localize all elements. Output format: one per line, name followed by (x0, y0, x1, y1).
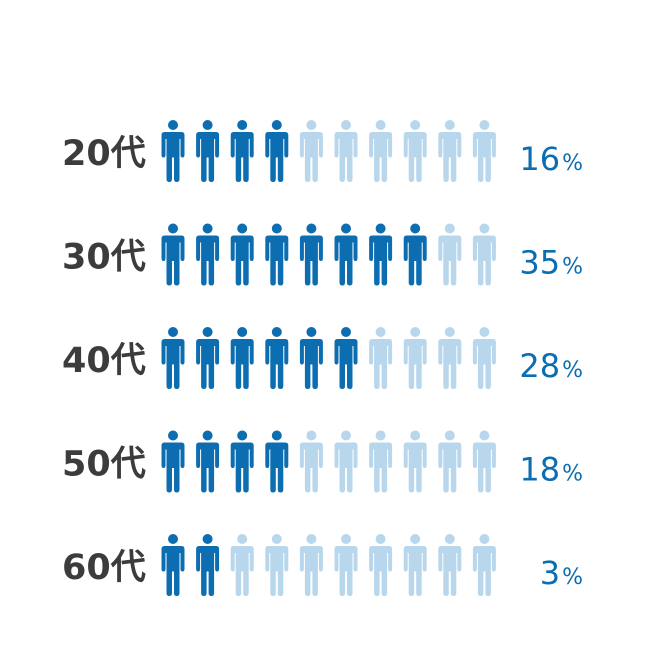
row-label: 20代 (62, 134, 146, 174)
person-icon-filled (161, 534, 185, 596)
person-icon-empty (369, 327, 393, 389)
person-icon-filled (161, 120, 185, 182)
person-icon-empty (403, 534, 427, 596)
person-icon-empty (334, 120, 358, 182)
person-icon-empty (299, 430, 323, 493)
person-icon-empty (472, 327, 496, 389)
row-label: 60代 (62, 548, 146, 588)
person-icon-filled (299, 223, 323, 286)
chart-row: 20代 16% (62, 120, 583, 182)
rows-layer: 20代 16% 30代 35% 40代 28% 50代 18% 60代 3% (62, 120, 583, 596)
person-icon-filled (230, 223, 254, 286)
person-icon-filled (265, 430, 289, 493)
person-icon-filled (196, 430, 220, 493)
chart-row: 30代 35% (62, 223, 583, 286)
person-icon-filled (265, 120, 289, 182)
person-icon-filled (230, 327, 254, 389)
person-icon-empty (299, 534, 323, 596)
value-number: 16 (519, 140, 560, 178)
person-icon-empty (230, 534, 254, 596)
value-unit: % (562, 151, 583, 176)
row-label: 50代 (62, 445, 146, 485)
person-icon-filled (161, 327, 185, 389)
person-icon-filled (230, 120, 254, 182)
person-icon-empty (438, 120, 462, 182)
person-icon-filled (334, 223, 358, 286)
value-unit: % (562, 358, 583, 383)
row-label: 40代 (62, 341, 146, 381)
value-number: 18 (519, 451, 560, 489)
person-icon-filled (196, 534, 220, 596)
value-number: 3 (540, 554, 560, 592)
person-icon-empty (472, 223, 496, 286)
person-icon-filled (196, 327, 220, 389)
person-icon-empty (403, 430, 427, 493)
person-icon-filled (161, 430, 185, 493)
person-icon-filled (265, 327, 289, 389)
chart-row: 50代 18% (62, 430, 583, 493)
person-icon-filled (403, 223, 427, 286)
value-label: 28% (519, 347, 583, 385)
person-icon-empty (438, 223, 462, 286)
person-icon-filled (334, 327, 358, 389)
person-icon-filled (196, 120, 220, 182)
person-icon-filled (299, 327, 323, 389)
person-icon-empty (299, 120, 323, 182)
row-label: 30代 (62, 238, 146, 278)
person-icon-empty (265, 534, 289, 596)
value-label: 3% (540, 554, 583, 592)
person-icon-empty (438, 430, 462, 493)
person-icon-empty (369, 430, 393, 493)
person-icon-filled (265, 223, 289, 286)
person-icon-empty (403, 327, 427, 389)
person-icon-filled (196, 223, 220, 286)
person-icon-empty (369, 534, 393, 596)
person-icon-filled (161, 223, 185, 286)
person-icon-filled (369, 223, 393, 286)
person-icon-empty (403, 120, 427, 182)
person-icon-filled (230, 430, 254, 493)
person-icon-empty (369, 120, 393, 182)
person-icon-empty (438, 534, 462, 596)
value-unit: % (562, 255, 583, 280)
person-icon-empty (472, 120, 496, 182)
value-number: 28 (519, 347, 560, 385)
value-number: 35 (519, 244, 560, 282)
person-icon-empty (438, 327, 462, 389)
person-icon-empty (472, 430, 496, 493)
value-label: 35% (519, 244, 583, 282)
person-icon-empty (334, 534, 358, 596)
person-icon-empty (472, 534, 496, 596)
value-unit: % (562, 565, 583, 590)
value-unit: % (562, 462, 583, 487)
chart-row: 40代 28% (62, 327, 583, 389)
chart-row: 60代 3% (62, 534, 583, 596)
value-label: 16% (519, 140, 583, 178)
value-label: 18% (519, 451, 583, 489)
person-icon-empty (334, 430, 358, 493)
